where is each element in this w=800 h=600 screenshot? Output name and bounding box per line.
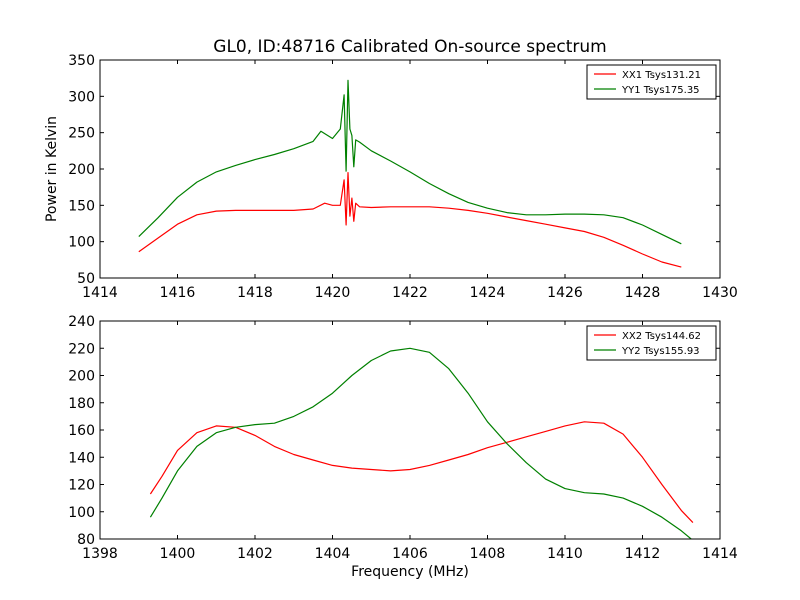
legend: XX2 Tsys144.62 YY2 Tsys155.93 [586,325,717,361]
x-tick-label: 1410 [547,546,583,562]
y-tick-label: 220 [68,341,95,357]
x-tick-label: 1426 [547,285,583,301]
x-tick-label: 1428 [625,285,661,301]
x-tick-label: 1412 [625,546,661,562]
y-tick-label: 50 [77,271,95,287]
x-tick-label: 1416 [160,285,196,301]
y-tick-label: 80 [77,532,95,548]
y-tick-label: 150 [68,198,95,214]
x-tick-label: 1418 [237,285,273,301]
x-axis-label-bottom: Frequency (MHz) [351,564,469,580]
top-panel: 1414 1416 1418 1420 1422 1424 1426 1428 1430 50 10… [68,53,738,301]
x-tick-label: 1402 [237,546,273,562]
x-tick-label: 1398 [82,546,118,562]
x-tick-label: 1420 [315,285,351,301]
x-tick-label: 1400 [160,546,196,562]
x-tick-label: 1414 [82,285,118,301]
x-tick-label: 1422 [392,285,428,301]
x-tick-label: 1430 [702,285,738,301]
y-tick-label: 140 [68,450,95,466]
x-tick-label: 1406 [392,546,428,562]
legend-label: XX2 Tsys144.62 [622,331,701,342]
figure-title: GL0, ID:48716 Calibrated On-source spect… [213,37,606,57]
x-tick-label: 1424 [470,285,506,301]
x-tick-label: 1408 [470,546,506,562]
y-tick-label: 300 [68,89,95,105]
series-line-2-2 [149,347,693,539]
y-tick-label: 240 [68,314,95,330]
y-tick-label: 250 [68,126,95,142]
x-tick-label: 1404 [315,546,351,562]
y-tick-label: 200 [68,369,95,385]
legend-frame [586,325,717,361]
series-line-1-2 [138,79,682,245]
y-tick-label: 100 [68,505,95,521]
series-line-1-1 [138,172,682,268]
y-tick-label: 350 [68,53,95,69]
y-tick-label: 200 [68,162,95,178]
y-axis-label-top: Power in Kelvin [44,116,60,222]
legend-frame [586,64,717,100]
x-tick-label: 1414 [702,546,738,562]
y-tick-label: 160 [68,423,95,439]
series-line-2-1 [149,421,694,524]
y-tick-label: 180 [68,396,95,412]
bottom-panel: 1398 1400 1402 1404 1406 1408 1410 1412 1414 80 10… [68,314,738,562]
legend-label: YY2 Tsys155.93 [621,346,700,357]
legend-label: XX1 Tsys131.21 [622,70,701,81]
legend: XX1 Tsys131.21 YY1 Tsys175.35 [586,64,717,100]
y-tick-label: 120 [68,478,95,494]
legend-label: YY1 Tsys175.35 [621,85,700,96]
y-tick-label: 100 [68,235,95,251]
